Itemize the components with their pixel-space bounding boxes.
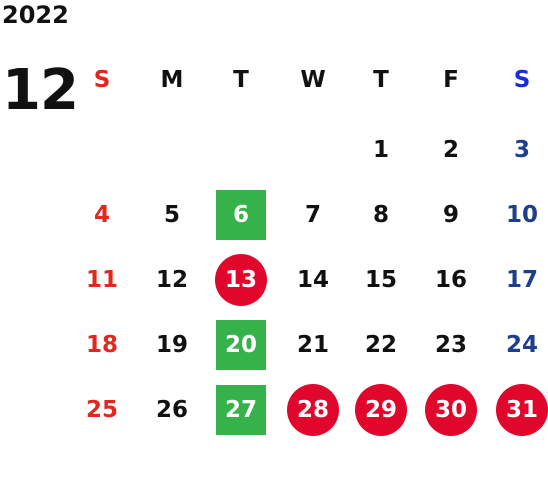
year-label: 2022	[2, 1, 69, 29]
day-cell: 24	[505, 332, 538, 358]
weekday-header: T	[373, 67, 389, 93]
day-cell: 10	[505, 202, 538, 228]
day-cell-green: 6	[216, 190, 266, 240]
weekday-header: T	[233, 67, 249, 93]
day-cell-green: 27	[216, 385, 266, 435]
day-cell: 18	[85, 332, 118, 358]
weekday-header: F	[443, 67, 459, 93]
day-cell: 9	[442, 202, 459, 228]
weekday-header: W	[300, 67, 326, 93]
month-number: 12	[2, 58, 79, 123]
day-cell: 3	[513, 137, 530, 163]
day-cell: 12	[155, 267, 188, 293]
day-cell: 19	[155, 332, 188, 358]
day-cell-red: 13	[215, 254, 267, 306]
day-cell-red: 29	[355, 384, 407, 436]
day-cell: 22	[364, 332, 397, 358]
day-cell-red: 30	[425, 384, 477, 436]
day-cell-red: 31	[496, 384, 548, 436]
day-cell: 11	[85, 267, 118, 293]
weekday-header: M	[160, 67, 184, 93]
day-cell-green: 20	[216, 320, 266, 370]
day-cell: 16	[434, 267, 467, 293]
day-cell: 8	[372, 202, 389, 228]
day-cell-red: 28	[287, 384, 339, 436]
day-cell: 2	[442, 137, 459, 163]
day-cell: 21	[296, 332, 329, 358]
day-cell: 17	[505, 267, 538, 293]
day-cell: 1	[372, 137, 389, 163]
day-cell: 15	[364, 267, 397, 293]
day-cell: 25	[85, 397, 118, 423]
day-cell: 14	[296, 267, 329, 293]
day-cell: 4	[93, 202, 110, 228]
day-cell: 5	[163, 202, 180, 228]
day-cell: 26	[155, 397, 188, 423]
day-cell: 7	[304, 202, 321, 228]
weekday-header: S	[93, 67, 111, 93]
weekday-header: S	[513, 67, 531, 93]
day-cell: 23	[434, 332, 467, 358]
